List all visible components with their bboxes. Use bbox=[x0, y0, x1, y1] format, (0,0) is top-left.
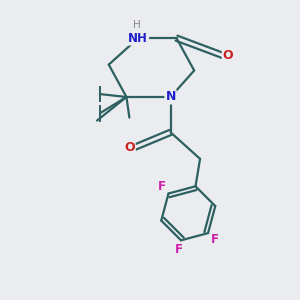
Text: F: F bbox=[211, 233, 219, 246]
Text: O: O bbox=[223, 49, 233, 62]
Text: O: O bbox=[124, 141, 135, 154]
Text: H: H bbox=[133, 20, 141, 30]
Text: F: F bbox=[158, 180, 166, 194]
Text: N: N bbox=[165, 91, 176, 103]
Text: NH: NH bbox=[128, 32, 148, 45]
Text: F: F bbox=[175, 243, 183, 256]
